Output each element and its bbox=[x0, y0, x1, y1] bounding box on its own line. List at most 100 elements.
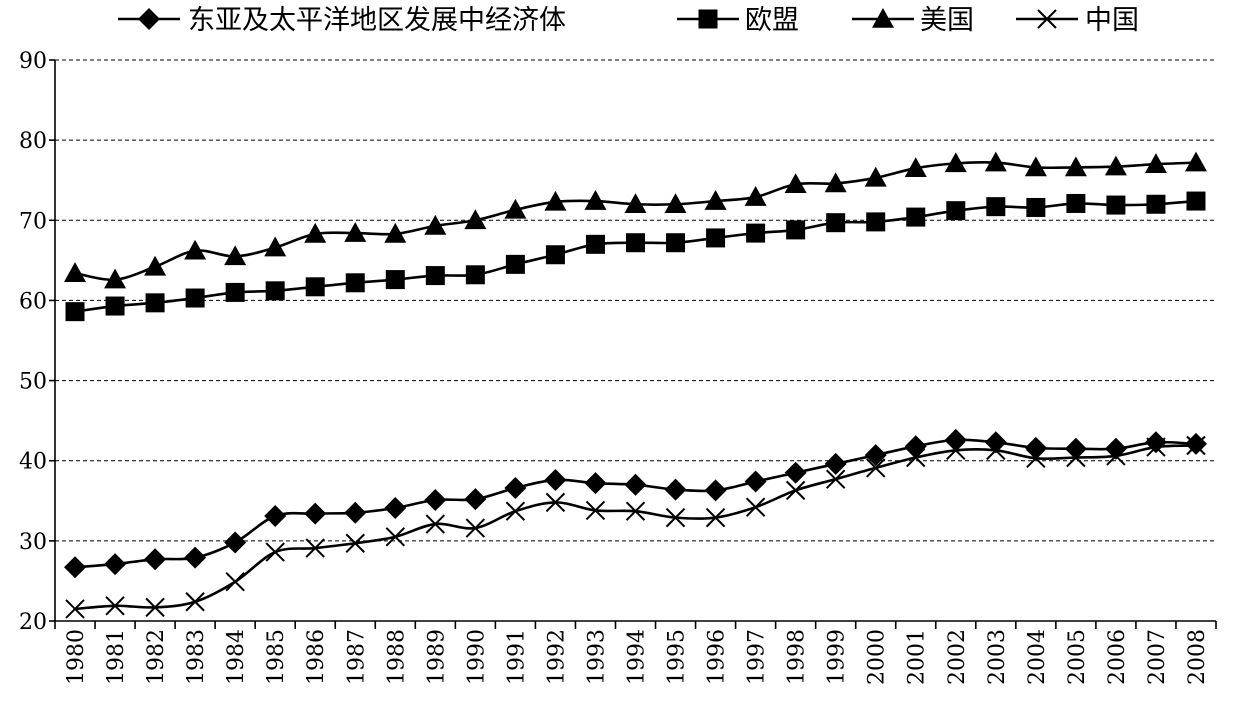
square-marker bbox=[826, 213, 846, 233]
x-marker bbox=[705, 507, 726, 528]
diamond-marker bbox=[904, 435, 927, 458]
x-marker-stroke bbox=[1026, 448, 1046, 469]
x-marker-stroke bbox=[265, 542, 285, 562]
x-marker-stroke bbox=[825, 469, 846, 489]
x-tick-label: 1984 bbox=[224, 629, 249, 685]
diamond-marker bbox=[1024, 436, 1047, 459]
x-marker bbox=[305, 538, 325, 558]
x-tick-label: 2000 bbox=[865, 629, 890, 685]
grid-layer bbox=[55, 59, 1216, 542]
x-marker-stroke bbox=[1037, 9, 1057, 29]
triangle-marker bbox=[1144, 153, 1167, 173]
y-tick-label: 70 bbox=[19, 209, 47, 234]
x-marker-stroke bbox=[105, 596, 125, 616]
x-tick-label: 1983 bbox=[184, 629, 209, 685]
triangle-marker bbox=[744, 186, 767, 206]
diamond-marker bbox=[424, 488, 447, 511]
square-marker bbox=[786, 220, 806, 240]
x-marker bbox=[105, 596, 125, 616]
legend-item: 东亚及太平洋地区发展中经济体 bbox=[118, 5, 566, 36]
triangle-marker bbox=[864, 166, 887, 187]
y-tick-label: 50 bbox=[19, 370, 47, 395]
square-marker bbox=[946, 201, 966, 221]
square-marker bbox=[1106, 195, 1126, 215]
square-marker bbox=[65, 302, 85, 322]
x-marker-stroke bbox=[585, 500, 606, 521]
triangle-marker bbox=[504, 198, 527, 219]
square-marker bbox=[385, 270, 405, 290]
square-marker bbox=[698, 9, 718, 29]
legend-item: 中国 bbox=[1016, 5, 1139, 36]
diamond-marker bbox=[224, 531, 247, 554]
diamond-marker bbox=[544, 468, 567, 491]
triangle-marker bbox=[104, 268, 127, 289]
x-marker bbox=[1186, 435, 1206, 456]
x-marker bbox=[505, 501, 526, 521]
diamond-marker bbox=[1144, 431, 1167, 454]
x-marker-stroke bbox=[185, 592, 205, 612]
x-tick-label: 2006 bbox=[1105, 629, 1130, 685]
x-tick-label: 1999 bbox=[825, 629, 850, 685]
x-tick-label: 1992 bbox=[544, 629, 569, 685]
x-tick-label: 1995 bbox=[665, 629, 690, 685]
square-marker bbox=[265, 281, 285, 301]
x-marker bbox=[425, 514, 446, 534]
triangle-marker bbox=[384, 222, 407, 243]
diamond-marker bbox=[704, 479, 727, 502]
x-tick-label: 1994 bbox=[625, 629, 650, 685]
diamond-marker bbox=[344, 501, 367, 524]
x-tick-label: 2003 bbox=[985, 629, 1010, 685]
x-marker bbox=[946, 440, 966, 461]
x-tick-label: 1991 bbox=[504, 629, 529, 685]
triangle-marker bbox=[344, 222, 367, 242]
x-marker bbox=[825, 469, 846, 489]
x-marker bbox=[625, 501, 646, 521]
x-marker-stroke bbox=[545, 492, 566, 513]
legend-label: 中国 bbox=[1085, 5, 1139, 36]
square-marker bbox=[1026, 197, 1046, 217]
x-marker-stroke bbox=[625, 501, 646, 521]
diamond-marker bbox=[138, 8, 160, 30]
x-marker bbox=[906, 447, 926, 468]
legend-label: 美国 bbox=[920, 5, 974, 36]
x-marker-stroke bbox=[145, 597, 165, 618]
x-tick-label: 1985 bbox=[264, 629, 289, 685]
x-marker-stroke bbox=[1186, 435, 1206, 456]
triangle-marker bbox=[144, 255, 167, 276]
diamond-marker bbox=[784, 461, 807, 484]
x-marker-stroke bbox=[986, 440, 1006, 461]
x-marker-stroke bbox=[65, 599, 85, 619]
diamond-marker bbox=[1064, 437, 1087, 460]
x-marker bbox=[265, 542, 285, 562]
x-marker bbox=[185, 592, 205, 612]
x-marker-stroke bbox=[665, 507, 686, 528]
diamond-marker bbox=[464, 488, 487, 511]
y-tick-label: 40 bbox=[19, 450, 47, 475]
square-marker bbox=[105, 296, 125, 316]
y-tick-label: 80 bbox=[19, 129, 47, 154]
triangle-marker bbox=[904, 157, 927, 177]
y-tick-label: 30 bbox=[19, 530, 47, 555]
x-tick-label: 1987 bbox=[344, 629, 369, 685]
triangle-marker bbox=[1064, 156, 1087, 177]
triangle-marker bbox=[64, 262, 87, 282]
series-square bbox=[65, 191, 1206, 322]
diamond-marker bbox=[264, 505, 287, 528]
x-tick-label: 1996 bbox=[705, 629, 730, 685]
x-marker bbox=[1146, 437, 1166, 457]
x-marker-stroke bbox=[745, 497, 766, 517]
axis-layer: 20 30 40 50 60 70 80 90 1980 1981 1982 1983 1984 1985… bbox=[19, 49, 1217, 685]
series-triangle bbox=[64, 151, 1207, 289]
diamond-marker bbox=[624, 473, 647, 496]
square-marker bbox=[305, 277, 325, 297]
triangle-marker bbox=[304, 222, 327, 243]
diamond-marker bbox=[104, 553, 127, 576]
triangle-marker bbox=[1024, 156, 1047, 177]
x-tick-label: 2007 bbox=[1145, 629, 1170, 685]
square-marker bbox=[906, 207, 926, 227]
x-tick-label: 1998 bbox=[785, 629, 810, 685]
x-marker bbox=[385, 527, 406, 547]
x-marker-stroke bbox=[785, 480, 806, 501]
x-marker bbox=[1037, 9, 1057, 29]
x-marker-stroke bbox=[425, 514, 446, 534]
